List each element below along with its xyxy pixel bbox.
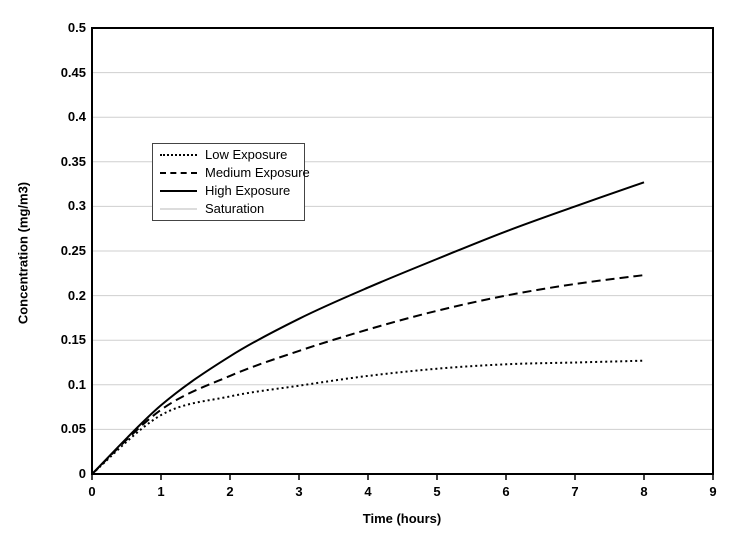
y-tick-label: 0.5 <box>67 20 86 35</box>
curve-low-exposure <box>91 359 645 475</box>
legend-label: Low Exposure <box>205 147 288 163</box>
legend-item-low-exposure: Low Exposure <box>153 147 304 164</box>
curve-medium-exposure <box>91 274 645 475</box>
x-tick-label: 0 <box>88 484 96 499</box>
legend-item-high-exposure: High Exposure <box>153 182 304 199</box>
legend: Low Exposure Medium Exposure High Exposu… <box>152 143 310 221</box>
y-tick-label: 0.05 <box>60 421 86 437</box>
x-tick-label: 1 <box>157 484 165 499</box>
legend-item-medium-exposure: Medium Exposure <box>153 165 310 182</box>
y-tick-label: 0.2 <box>67 287 86 303</box>
y-tick-label: 0.35 <box>60 153 86 169</box>
y-tick-label: 0.15 <box>60 332 86 348</box>
y-tick-label: 0.1 <box>67 376 86 392</box>
plot-border <box>91 27 714 475</box>
y-tick-label: 0.45 <box>60 64 86 80</box>
legend-label: High Exposure <box>205 182 291 198</box>
x-axis-title: Time (hours) <box>362 511 442 526</box>
y-tick-label: 0.3 <box>67 198 86 214</box>
x-tick-label: 5 <box>433 484 441 499</box>
curve-high-exposure <box>91 181 645 475</box>
y-tick-label: 0 <box>78 466 86 481</box>
legend-label: Saturation <box>205 200 265 216</box>
y-axis-title: Concentration (mg/m3) <box>15 181 31 325</box>
solid-line-key-icon <box>160 189 197 192</box>
legend-item-saturation: Saturation <box>153 200 304 217</box>
y-tick-label: 0.25 <box>60 243 86 258</box>
x-tick-label: 6 <box>502 484 510 499</box>
x-tick-label: 9 <box>709 484 717 499</box>
x-tick-label: 4 <box>364 484 372 499</box>
legend-label: Medium Exposure <box>205 165 310 181</box>
dashed-line-key-icon <box>160 172 197 175</box>
dotted-line-key-icon <box>160 154 197 157</box>
y-tick-label: 0.4 <box>67 109 86 125</box>
x-tick-label: 8 <box>640 484 648 499</box>
x-tick-label: 7 <box>571 484 579 499</box>
x-tick-label: 3 <box>295 484 303 499</box>
faint-line-key-icon <box>160 207 197 210</box>
x-tick-label: 2 <box>226 484 234 499</box>
